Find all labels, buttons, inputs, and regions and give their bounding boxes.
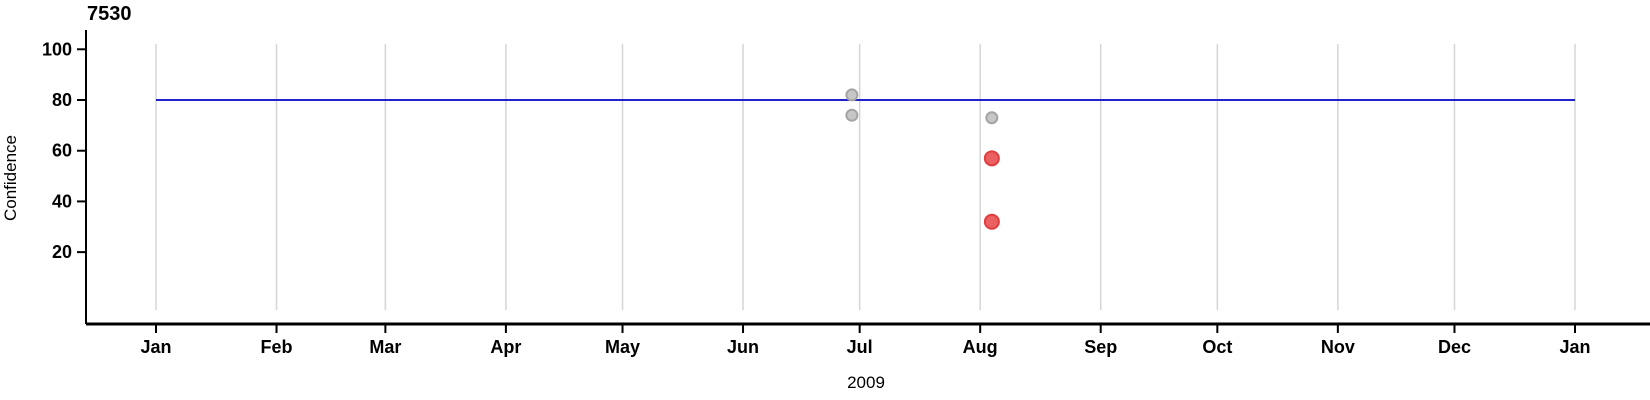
x-tick-label: Feb — [261, 337, 293, 357]
x-tick-label: Sep — [1084, 337, 1117, 357]
data-point-alert — [983, 213, 1000, 230]
x-tick-label: Jan — [140, 337, 171, 357]
x-tick-label: Mar — [369, 337, 401, 357]
x-tick-label: Jan — [1559, 337, 1590, 357]
x-tick-label: Jun — [727, 337, 759, 357]
x-tick-label: Jul — [847, 337, 873, 357]
y-tick-label: 60 — [52, 141, 72, 161]
x-tick-label: Nov — [1321, 337, 1355, 357]
x-tick-label: Apr — [490, 337, 521, 357]
data-point-alert — [983, 150, 1000, 167]
x-tick-label: May — [605, 337, 640, 357]
chart-title: 7530 — [87, 3, 132, 25]
x-tick-label: Dec — [1438, 337, 1471, 357]
data-point-normal — [985, 111, 999, 125]
data-point-normal — [845, 108, 859, 122]
x-axis-label: 2009 — [847, 373, 885, 392]
y-tick-label: 20 — [52, 242, 72, 262]
y-axis-label: Confidence — [1, 135, 20, 221]
y-tick-label: 40 — [52, 191, 72, 211]
grid-layer — [155, 44, 1576, 310]
y-tick-label: 100 — [42, 39, 72, 59]
x-tick-label: Aug — [963, 337, 998, 357]
data-point-normal — [845, 88, 859, 102]
y-tick-label: 80 — [52, 90, 72, 110]
x-tick-label: Oct — [1202, 337, 1232, 357]
axis-layer: 20 40 60 80 100 Jan Feb Mar Apr May Jun Jul Aug Sep Oc… — [42, 30, 1650, 357]
points-layer — [845, 88, 1000, 230]
